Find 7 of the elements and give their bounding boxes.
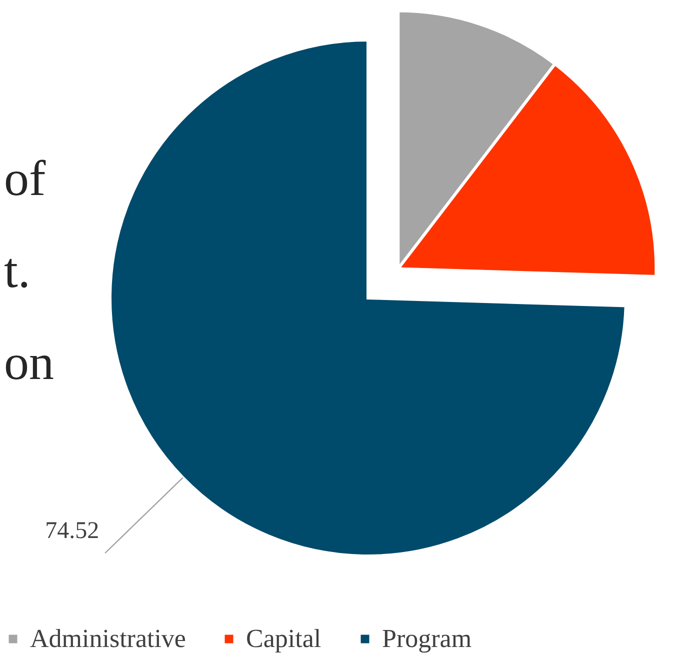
legend-label: Capital — [246, 624, 322, 653]
text: t. — [4, 242, 30, 298]
data-label: 74.52 — [45, 518, 100, 544]
legend-label: Program — [382, 624, 472, 653]
text: of — [4, 150, 46, 206]
legend-label: Administrative — [30, 624, 186, 653]
text: on — [4, 334, 54, 390]
